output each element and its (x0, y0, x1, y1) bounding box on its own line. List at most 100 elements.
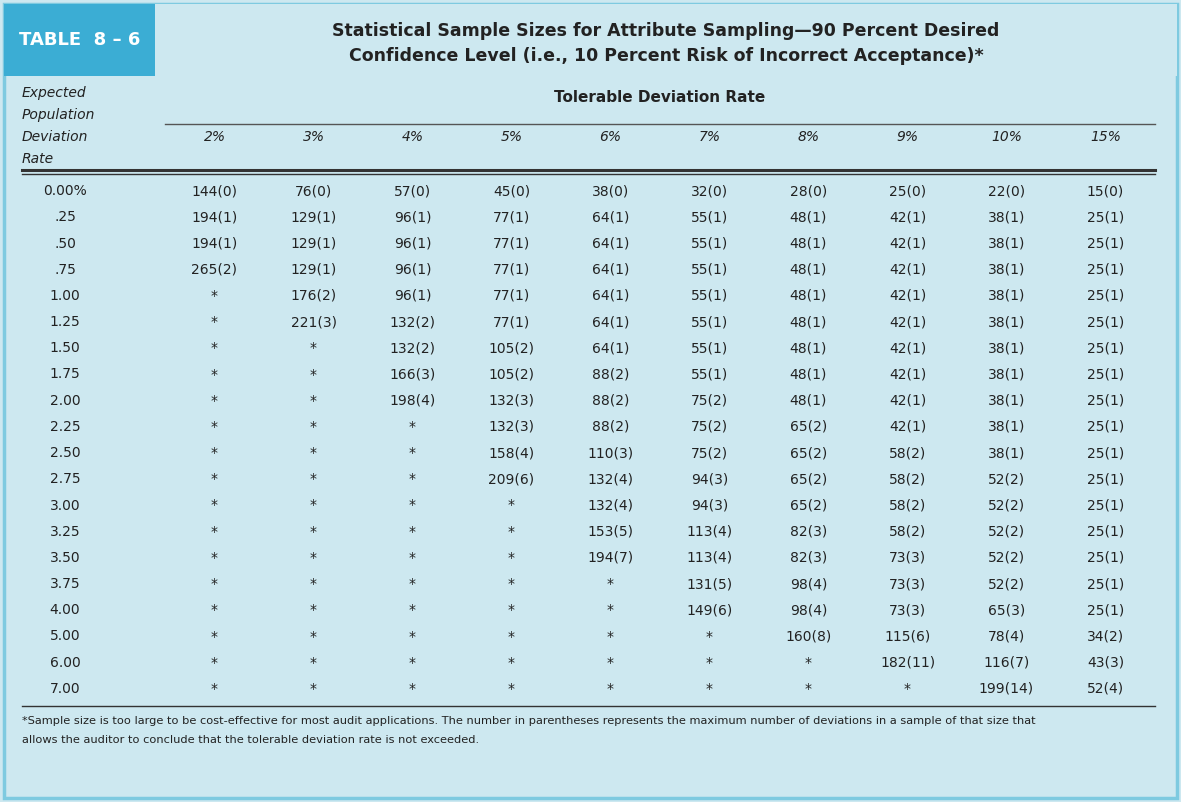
Text: 65(2): 65(2) (790, 420, 827, 434)
Text: 42(1): 42(1) (889, 237, 926, 250)
Text: 194(1): 194(1) (191, 237, 237, 250)
Text: Population: Population (22, 108, 96, 122)
Text: 38(1): 38(1) (987, 342, 1025, 355)
Text: 48(1): 48(1) (790, 342, 827, 355)
Text: 48(1): 48(1) (790, 237, 827, 250)
Text: Rate: Rate (22, 152, 54, 166)
Text: 38(1): 38(1) (987, 263, 1025, 277)
Text: 9%: 9% (896, 130, 919, 144)
Text: 1.00: 1.00 (50, 289, 80, 303)
Text: *: * (211, 315, 218, 329)
Text: 8%: 8% (797, 130, 820, 144)
Text: *: * (805, 656, 813, 670)
Text: 76(0): 76(0) (295, 184, 332, 198)
Text: 42(1): 42(1) (889, 210, 926, 225)
Text: *: * (706, 630, 713, 643)
Text: 194(1): 194(1) (191, 210, 237, 225)
Text: 42(1): 42(1) (889, 420, 926, 434)
Text: 176(2): 176(2) (291, 289, 337, 303)
Text: *: * (409, 551, 416, 565)
Text: 55(1): 55(1) (691, 289, 729, 303)
Text: Deviation: Deviation (22, 130, 89, 144)
Text: 25(1): 25(1) (1087, 577, 1124, 591)
Text: allows the auditor to conclude that the tolerable deviation rate is not exceeded: allows the auditor to conclude that the … (22, 735, 479, 745)
Text: 3.75: 3.75 (50, 577, 80, 591)
Text: 45(0): 45(0) (492, 184, 530, 198)
Text: 15%: 15% (1090, 130, 1121, 144)
Text: *: * (706, 682, 713, 696)
Text: 209(6): 209(6) (489, 472, 535, 486)
Text: 55(1): 55(1) (691, 367, 729, 382)
Text: 73(3): 73(3) (889, 603, 926, 618)
Text: 64(1): 64(1) (592, 342, 629, 355)
Text: *: * (508, 630, 515, 643)
Text: *: * (211, 656, 218, 670)
Text: *: * (211, 682, 218, 696)
Text: 221(3): 221(3) (291, 315, 337, 329)
Text: 78(4): 78(4) (987, 630, 1025, 643)
Text: 88(2): 88(2) (592, 394, 629, 407)
Text: 48(1): 48(1) (790, 315, 827, 329)
Text: *: * (607, 656, 614, 670)
Text: 64(1): 64(1) (592, 237, 629, 250)
Text: 25(1): 25(1) (1087, 394, 1124, 407)
Text: 55(1): 55(1) (691, 263, 729, 277)
Text: *: * (211, 420, 218, 434)
Text: 75(2): 75(2) (691, 446, 727, 460)
Text: 73(3): 73(3) (889, 577, 926, 591)
Text: *: * (508, 525, 515, 539)
Text: *: * (211, 577, 218, 591)
Text: *: * (409, 603, 416, 618)
Text: 88(2): 88(2) (592, 420, 629, 434)
Text: *: * (409, 656, 416, 670)
Text: 96(1): 96(1) (393, 237, 431, 250)
Text: 42(1): 42(1) (889, 263, 926, 277)
Text: 48(1): 48(1) (790, 263, 827, 277)
Text: 25(1): 25(1) (1087, 263, 1124, 277)
Text: 55(1): 55(1) (691, 342, 729, 355)
Text: 57(0): 57(0) (394, 184, 431, 198)
Text: 25(1): 25(1) (1087, 342, 1124, 355)
Text: *: * (508, 682, 515, 696)
Text: 25(1): 25(1) (1087, 603, 1124, 618)
Text: *: * (309, 342, 317, 355)
Text: 82(3): 82(3) (790, 525, 827, 539)
Text: Expected: Expected (22, 86, 86, 100)
Text: 58(2): 58(2) (889, 446, 926, 460)
Text: *: * (409, 446, 416, 460)
Text: 25(1): 25(1) (1087, 237, 1124, 250)
Text: *: * (211, 551, 218, 565)
Text: 38(1): 38(1) (987, 420, 1025, 434)
Text: 77(1): 77(1) (492, 289, 530, 303)
Text: 25(1): 25(1) (1087, 525, 1124, 539)
Text: TABLE  8 – 6: TABLE 8 – 6 (19, 31, 141, 49)
Text: 3%: 3% (302, 130, 325, 144)
Text: *: * (607, 603, 614, 618)
Text: 48(1): 48(1) (790, 394, 827, 407)
Text: 15(0): 15(0) (1087, 184, 1124, 198)
Text: *: * (211, 630, 218, 643)
Text: *: * (607, 630, 614, 643)
Text: 4%: 4% (402, 130, 424, 144)
Text: 2.00: 2.00 (50, 394, 80, 407)
Text: 132(4): 132(4) (587, 472, 633, 486)
Text: 25(1): 25(1) (1087, 420, 1124, 434)
Text: 10%: 10% (991, 130, 1022, 144)
Text: 34(2): 34(2) (1087, 630, 1124, 643)
Text: 38(1): 38(1) (987, 237, 1025, 250)
Text: *: * (211, 446, 218, 460)
Text: *: * (309, 603, 317, 618)
Text: 25(1): 25(1) (1087, 499, 1124, 512)
Text: 198(4): 198(4) (390, 394, 436, 407)
Text: 65(2): 65(2) (790, 446, 827, 460)
Text: 65(2): 65(2) (790, 499, 827, 512)
Text: 64(1): 64(1) (592, 263, 629, 277)
Text: 38(0): 38(0) (592, 184, 629, 198)
Text: 52(2): 52(2) (988, 499, 1025, 512)
Text: 132(2): 132(2) (390, 342, 436, 355)
Text: 5.00: 5.00 (50, 630, 80, 643)
Text: 132(3): 132(3) (489, 394, 535, 407)
Text: *: * (409, 499, 416, 512)
Text: 32(0): 32(0) (691, 184, 727, 198)
Text: 58(2): 58(2) (889, 499, 926, 512)
